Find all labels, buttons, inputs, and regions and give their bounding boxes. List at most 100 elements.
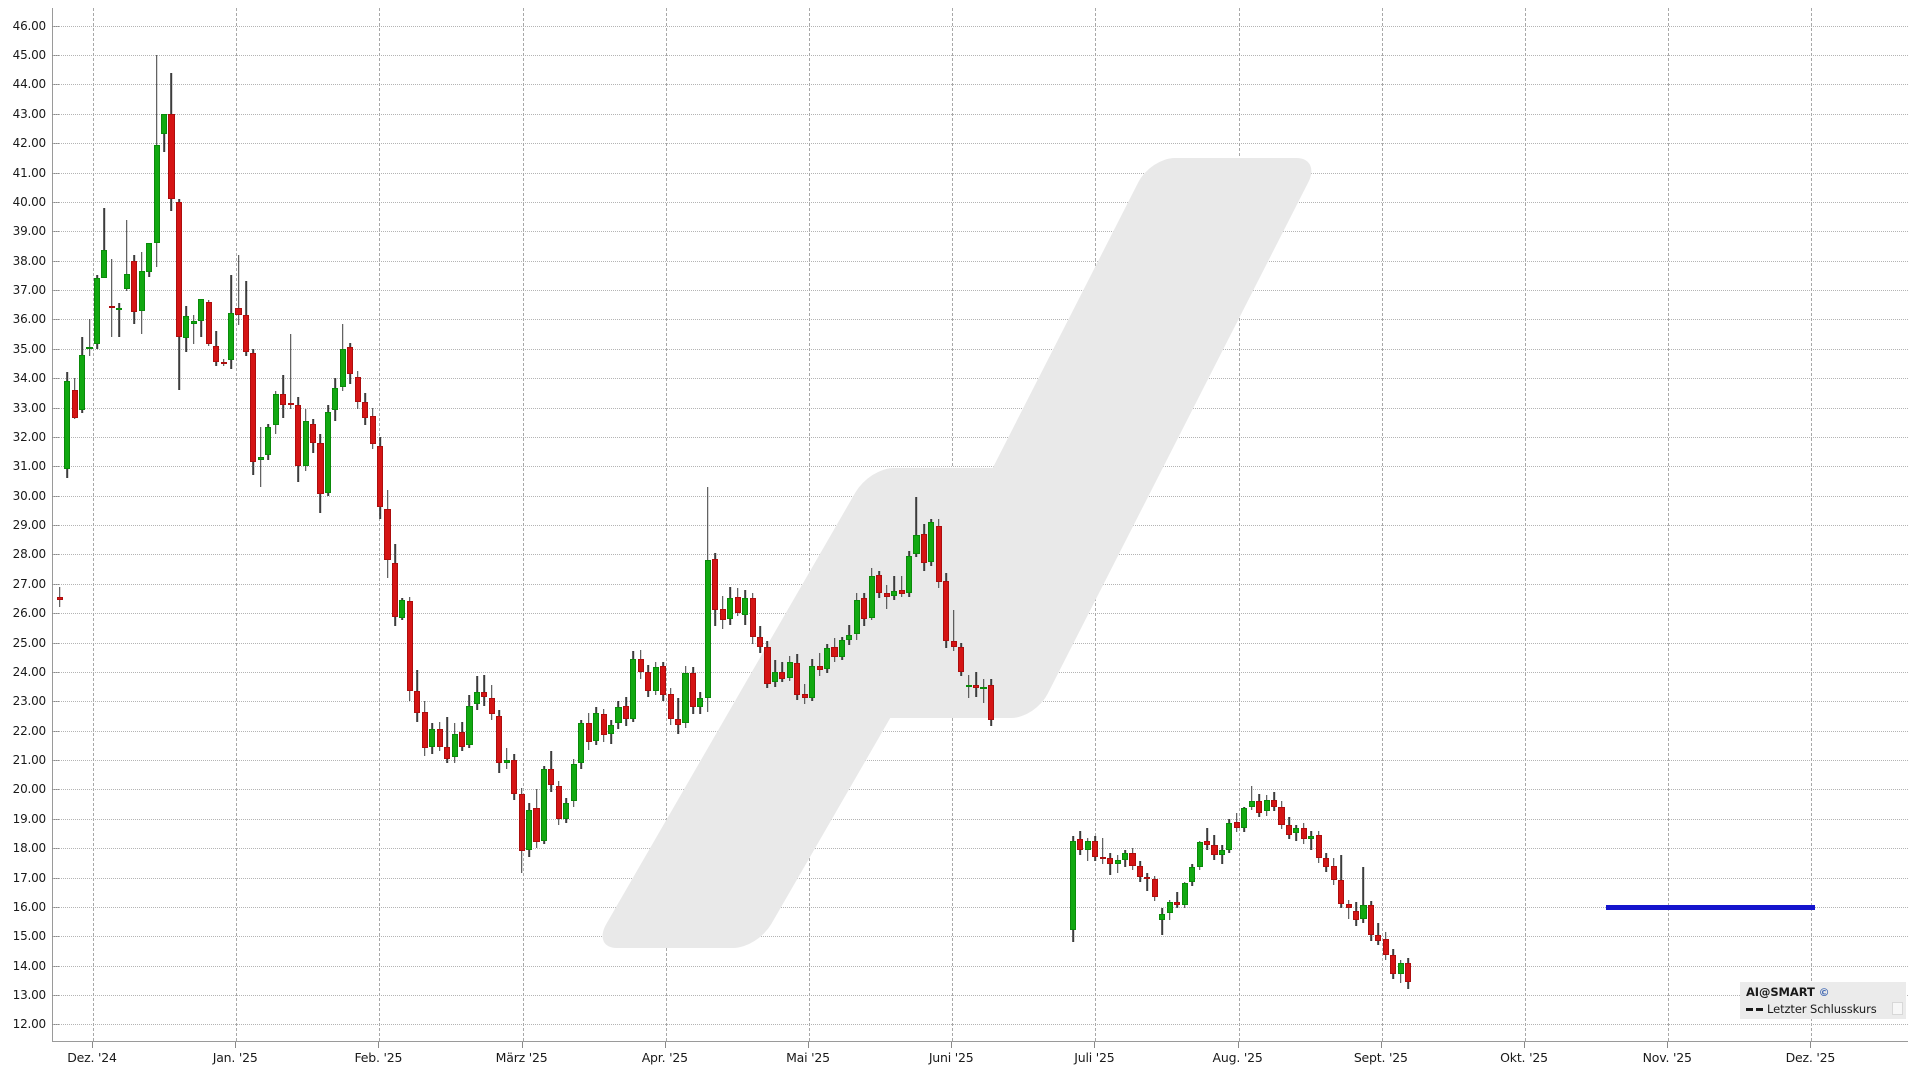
candlestick <box>667 688 674 725</box>
candlestick <box>637 649 644 680</box>
candlestick <box>257 426 264 487</box>
candlestick <box>943 573 950 649</box>
y-axis-tick-label: 23.00 <box>12 694 47 709</box>
grid-line-horizontal <box>53 760 1908 761</box>
candle-body-up <box>1159 914 1166 921</box>
candle-body-down <box>511 760 518 794</box>
candlestick <box>570 758 577 807</box>
candlestick <box>153 55 160 267</box>
x-axis-tick <box>235 1042 237 1048</box>
x-axis-tick <box>951 1042 953 1048</box>
candle-wick <box>1377 923 1380 946</box>
candle-wick <box>915 497 918 558</box>
candlestick <box>421 701 428 756</box>
candle-wick <box>1310 830 1313 850</box>
candlestick <box>168 72 175 211</box>
candlestick <box>1360 867 1367 924</box>
candlestick <box>324 404 331 496</box>
grid-line-vertical <box>379 8 381 1041</box>
candlestick <box>242 281 250 357</box>
candlestick <box>958 642 965 677</box>
candle-body-up <box>138 270 145 311</box>
x-axis-tick <box>1667 1042 1669 1048</box>
grid-line-horizontal <box>53 848 1908 850</box>
overlay-layer <box>53 8 1908 1041</box>
candlestick <box>935 519 942 589</box>
candlestick <box>265 423 272 461</box>
candlestick <box>853 592 860 640</box>
grid-line-vertical <box>665 8 667 1041</box>
candle-body-up <box>101 250 108 279</box>
candlestick <box>71 378 78 420</box>
candle-wick <box>982 679 985 703</box>
candle-body-up <box>1263 799 1270 812</box>
x-axis-tick <box>92 1042 93 1048</box>
candlestick <box>1114 855 1121 874</box>
candle-body-down <box>71 389 78 418</box>
y-axis-tick-label: 30.00 <box>12 488 47 503</box>
candlestick <box>973 671 980 697</box>
candle-body-down <box>637 658 644 672</box>
x-axis-tick <box>808 1042 809 1048</box>
candle-body-up <box>868 576 875 618</box>
candle-wick <box>103 207 106 268</box>
candle-body-down <box>242 314 250 352</box>
candle-body-down <box>600 714 607 735</box>
y-axis-tick-label: 29.00 <box>12 518 47 532</box>
candlestick <box>302 408 309 471</box>
x-axis-tick-label: Feb. '25 <box>354 1050 403 1065</box>
candle-body-down <box>317 442 324 495</box>
candlestick <box>250 348 257 476</box>
candlestick <box>1099 837 1106 865</box>
plot-area[interactable] <box>52 8 1908 1042</box>
dashed-line-icon <box>1746 1007 1763 1011</box>
candlestick <box>1077 830 1084 856</box>
last-close-line <box>1606 904 1815 910</box>
candle-body-down <box>660 665 667 696</box>
candlestick <box>928 519 935 567</box>
candlestick <box>891 576 898 600</box>
candlestick <box>1271 792 1278 812</box>
candle-wick <box>1250 786 1253 810</box>
candle-body-down <box>1107 858 1114 865</box>
candle-body-down <box>1345 903 1352 909</box>
legend[interactable]: AI@SMART © Letzter Schlusskurs <box>1740 982 1906 1019</box>
y-axis-tick-label: 15.00 <box>12 929 47 944</box>
candle-body-down <box>548 768 555 785</box>
x-axis-tick-label: Apr. '25 <box>641 1050 688 1065</box>
candlestick <box>369 407 376 449</box>
candle-body-down <box>1323 858 1330 868</box>
candlestick <box>965 674 972 699</box>
legend-entry-last-close[interactable]: Letzter Schlusskurs <box>1746 1002 1906 1016</box>
candle-wick <box>483 674 486 706</box>
candle-wick <box>125 219 128 292</box>
resize-handle-icon[interactable] <box>1892 1002 1903 1015</box>
candlestick <box>734 588 741 617</box>
candle-body-up <box>607 724 615 734</box>
candlestick <box>436 721 443 752</box>
candle-body-down <box>801 693 808 699</box>
candlestick <box>414 670 421 722</box>
y-axis-tick-label: 17.00 <box>12 870 47 885</box>
y-axis-tick-label: 31.00 <box>12 459 47 474</box>
candle-body-down <box>377 445 384 508</box>
candle-body-up <box>853 599 860 634</box>
candlestick <box>838 636 846 661</box>
candle-body-up <box>1114 859 1121 865</box>
candle-body-down <box>1203 840 1211 846</box>
candle-wick <box>1101 837 1104 865</box>
candlestick <box>1218 845 1225 865</box>
y-axis-tick-label: 45.00 <box>12 48 47 62</box>
grid-line-vertical <box>522 8 524 1041</box>
candlestick <box>1241 807 1248 832</box>
candlestick <box>764 641 771 689</box>
candle-body-down <box>1144 877 1151 880</box>
candle-body-up <box>272 394 279 426</box>
candle-body-down <box>518 793 525 852</box>
grid-line-horizontal <box>53 436 1908 438</box>
candle-body-up <box>1189 867 1196 882</box>
candlestick <box>876 570 883 599</box>
grid-line-horizontal <box>53 818 1908 820</box>
candle-body-down <box>1390 955 1397 975</box>
candle-body-down <box>719 608 726 621</box>
